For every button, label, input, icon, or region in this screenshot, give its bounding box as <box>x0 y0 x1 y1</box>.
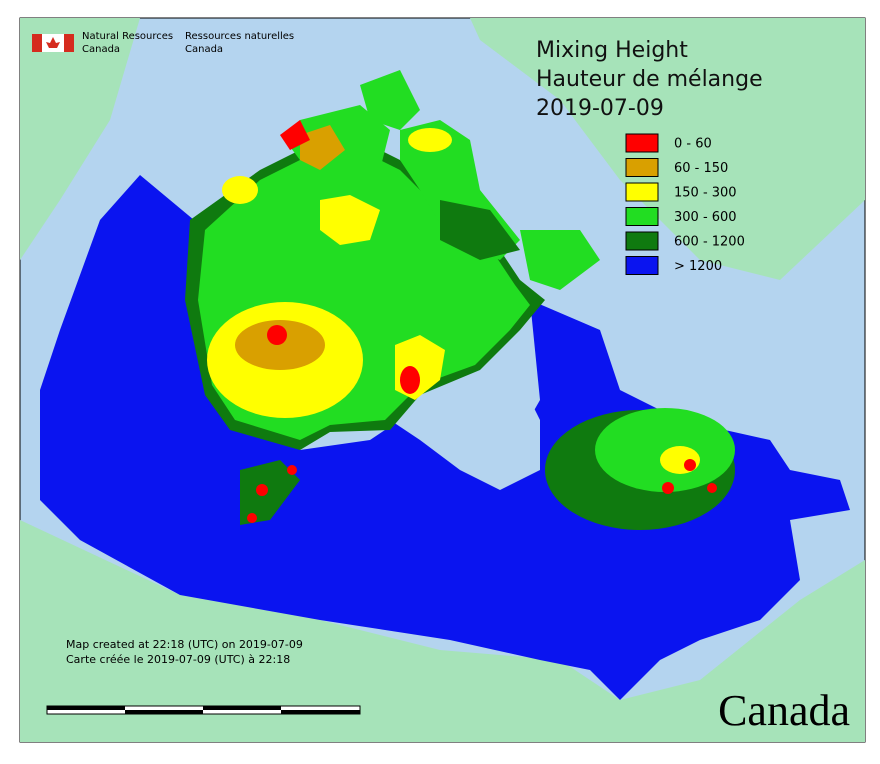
title: Hauteur de mélange <box>536 67 763 92</box>
legend-swatch <box>625 207 659 226</box>
legend-label: 600 - 1200 <box>674 235 745 250</box>
legend-label: 150 - 300 <box>674 186 737 201</box>
title: 2019-07-09 <box>536 96 664 121</box>
legend-label: 0 - 60 <box>674 137 712 152</box>
wordmark: Canada <box>718 686 850 735</box>
legend-swatch <box>625 182 659 202</box>
flag <box>32 34 74 52</box>
legend: 0 - 60 60 - 150 150 - 300 300 - 600 600 - 12… <box>625 133 745 275</box>
legend-label: 60 - 150 <box>674 161 728 176</box>
legend-label: 300 - 600 <box>674 210 737 225</box>
note: Carte créée le 2019-07-09 (UTC) à 22:18 <box>66 653 290 666</box>
agency-fr: Ressources naturelles <box>185 31 294 42</box>
legend-swatch <box>625 231 659 251</box>
legend-label: > 1200 <box>674 259 722 274</box>
legend-swatch <box>625 133 659 153</box>
scale-bar <box>46 705 361 715</box>
title: Mixing Height <box>536 38 688 63</box>
agency-en: Canada <box>82 44 120 55</box>
note: Map created at 22:18 (UTC) on 2019-07-09 <box>66 638 303 651</box>
agency-en: Natural Resources <box>82 31 173 42</box>
land <box>20 18 865 742</box>
legend-swatch <box>625 256 659 275</box>
agency-fr: Canada <box>185 44 223 55</box>
legend-swatch <box>625 158 659 177</box>
